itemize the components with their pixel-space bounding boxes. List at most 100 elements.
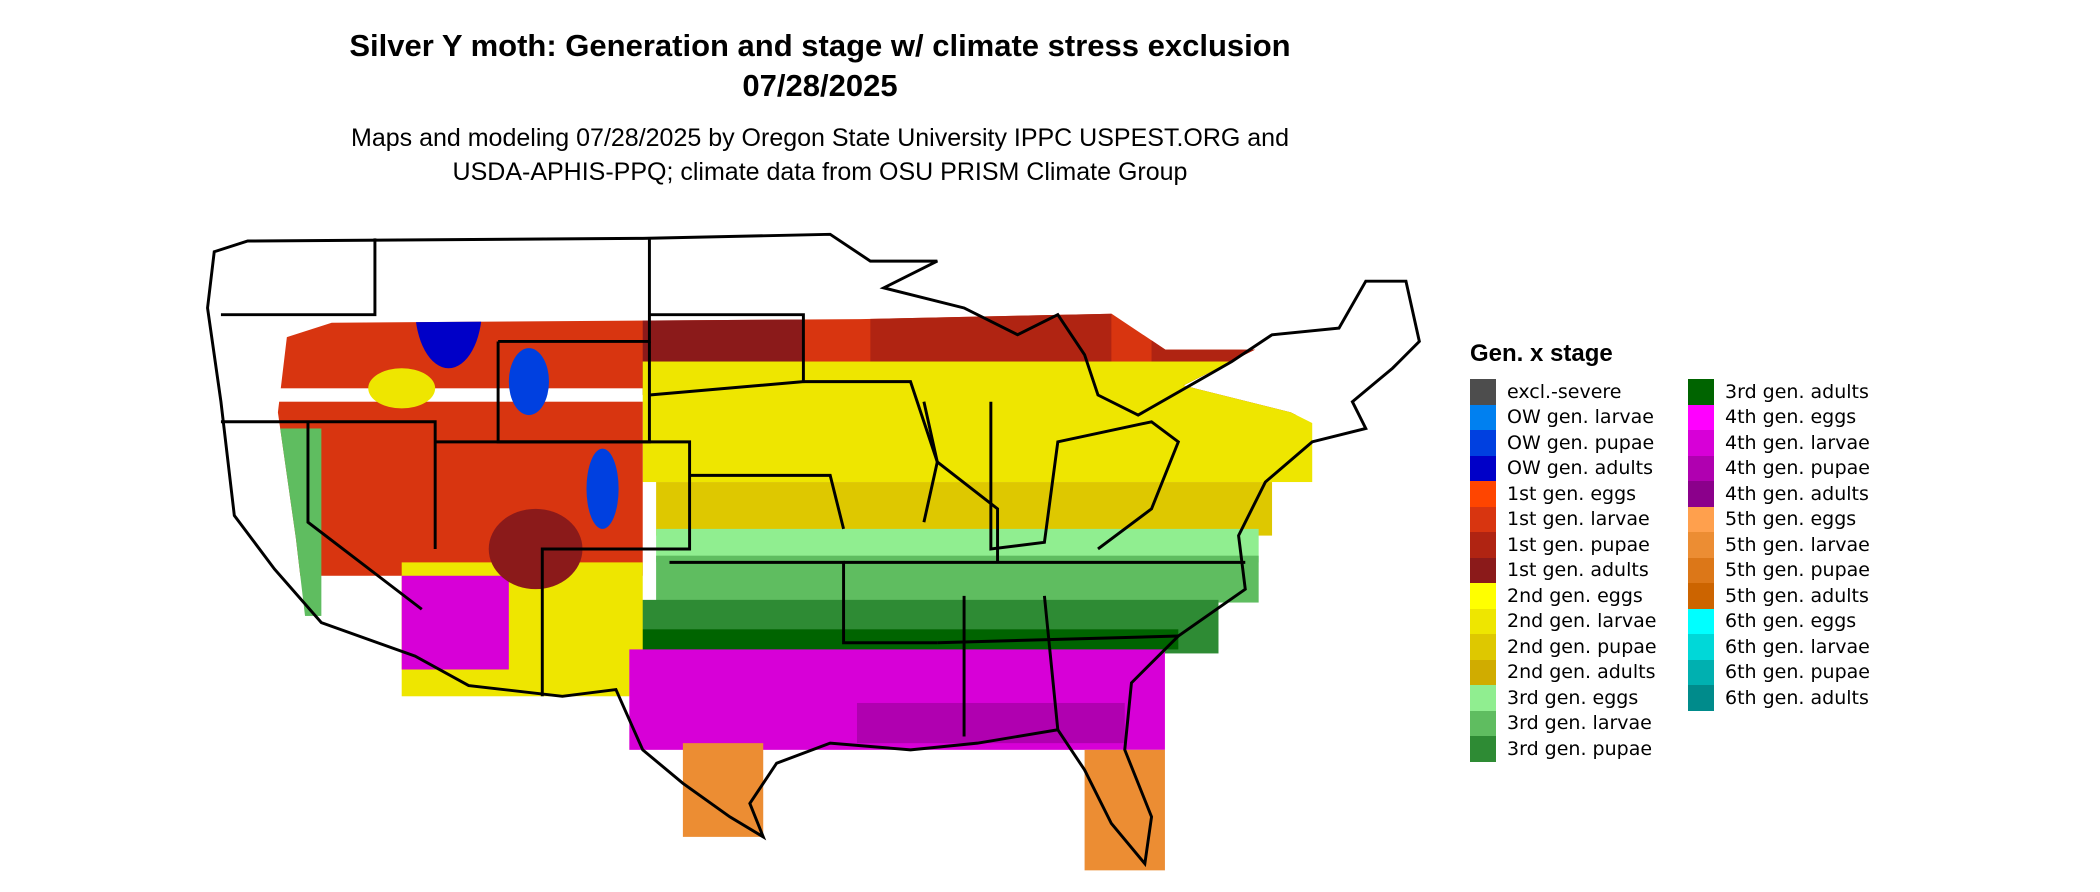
legend-label: 2nd gen. adults <box>1507 661 1656 684</box>
legend-item: 4th gen. eggs <box>1688 404 1857 430</box>
legend-swatch <box>1470 430 1496 456</box>
region-nm-adults <box>488 508 583 590</box>
legend-item: 2nd gen. larvae <box>1470 608 1657 634</box>
region-az-magenta <box>401 575 509 670</box>
legend-item: 6th gen. larvae <box>1688 634 1870 660</box>
legend-label: 1st gen. adults <box>1507 559 1649 582</box>
legend-item: 5th gen. eggs <box>1688 506 1857 532</box>
legend-item: 2nd gen. eggs <box>1470 583 1643 609</box>
legend-swatch <box>1470 736 1496 762</box>
legend-item: 6th gen. adults <box>1688 685 1869 711</box>
legend-item: 5th gen. adults <box>1688 583 1869 609</box>
legend-swatch <box>1470 634 1496 660</box>
legend-label: 3rd gen. adults <box>1725 380 1869 403</box>
region-tx-orange <box>682 743 764 837</box>
region-2nd-gen-pupae <box>656 482 1273 536</box>
legend-label: OW gen. larvae <box>1507 406 1654 429</box>
legend-label: 5th gen. eggs <box>1725 508 1857 531</box>
legend-swatch <box>1470 455 1496 481</box>
legend-item: 4th gen. pupae <box>1688 455 1870 481</box>
legend-title: Gen. x stage <box>1470 340 1613 367</box>
legend-swatch <box>1688 532 1714 558</box>
legend-label: 6th gen. adults <box>1725 686 1869 709</box>
legend-item: 4th gen. larvae <box>1688 430 1870 456</box>
legend-item: OW gen. adults <box>1470 455 1654 481</box>
region-fl-orange <box>1084 749 1165 871</box>
legend-label: excl.-severe <box>1507 380 1622 403</box>
legend-swatch <box>1470 583 1496 609</box>
legend-swatch <box>1688 455 1714 481</box>
legend-item: 1st gen. larvae <box>1470 506 1650 532</box>
region-id-yellow <box>368 368 436 409</box>
legend-item: 1st gen. adults <box>1470 557 1649 583</box>
legend-item: 3rd gen. adults <box>1688 379 1869 405</box>
subtitle-line-1: Maps and modeling 07/28/2025 by Oregon S… <box>351 124 1289 152</box>
legend-swatch <box>1470 532 1496 558</box>
legend-swatch <box>1470 506 1496 532</box>
region-4th-gen-pupae <box>856 702 1125 744</box>
region-ow-co <box>586 448 619 529</box>
legend-label: 4th gen. pupae <box>1725 457 1870 480</box>
legend-swatch <box>1470 481 1496 507</box>
legend-label: 2nd gen. larvae <box>1507 610 1657 633</box>
legend-label: 1st gen. pupae <box>1507 533 1650 556</box>
legend-label: 1st gen. larvae <box>1507 508 1650 531</box>
legend-swatch <box>1688 404 1714 430</box>
legend-item: 6th gen. eggs <box>1688 608 1857 634</box>
region-wa-yellow <box>301 272 368 304</box>
legend-swatch <box>1688 379 1714 405</box>
legend-item: excl.-severe <box>1470 379 1622 405</box>
region-ca-green <box>277 428 322 616</box>
region-ow-wa <box>277 313 308 315</box>
legend-item: 6th gen. pupae <box>1688 659 1870 685</box>
legend-label: OW gen. adults <box>1507 457 1654 480</box>
legend-swatch <box>1688 685 1714 711</box>
legend-label: 6th gen. larvae <box>1725 635 1870 658</box>
legend-swatch <box>1470 608 1496 634</box>
legend-item: 3rd gen. pupae <box>1470 736 1652 762</box>
legend-item: 2nd gen. pupae <box>1470 634 1657 660</box>
legend-swatch <box>1688 608 1714 634</box>
legend-label: 6th gen. eggs <box>1725 610 1857 633</box>
legend-label: 6th gen. pupae <box>1725 661 1870 684</box>
legend-swatch <box>1470 404 1496 430</box>
legend-swatch <box>1470 710 1496 736</box>
legend-swatch <box>1470 379 1496 405</box>
legend-label: 4th gen. larvae <box>1725 431 1870 454</box>
subtitle-line-2: USDA-APHIS-PPQ; climate data from OSU PR… <box>452 158 1188 186</box>
legend-label: 3rd gen. larvae <box>1507 712 1652 735</box>
state-borders <box>206 232 1421 868</box>
legend-swatch <box>1688 583 1714 609</box>
chart-title: Silver Y moth: Generation and stage w/ c… <box>349 28 1291 63</box>
legend-label: 5th gen. adults <box>1725 584 1869 607</box>
legend-label: 2nd gen. pupae <box>1507 635 1657 658</box>
region-ow-id <box>415 313 483 369</box>
legend-label: 4th gen. eggs <box>1725 406 1857 429</box>
legend-item: OW gen. pupae <box>1470 430 1654 456</box>
legend-item: 2nd gen. adults <box>1470 659 1656 685</box>
legend-label: 5th gen. larvae <box>1725 533 1870 556</box>
region-ow-wy <box>508 348 549 416</box>
legend-item: 3rd gen. eggs <box>1470 685 1638 711</box>
legend-label: 5th gen. pupae <box>1725 559 1870 582</box>
legend-label: 3rd gen. eggs <box>1507 686 1639 709</box>
legend-label: 3rd gen. pupae <box>1507 737 1653 760</box>
legend-item: 1st gen. pupae <box>1470 532 1650 558</box>
legend-label: 1st gen. eggs <box>1507 482 1637 505</box>
legend-item: 5th gen. larvae <box>1688 532 1870 558</box>
legend-swatch <box>1470 557 1496 583</box>
legend-label: 2nd gen. eggs <box>1507 584 1643 607</box>
legend-item: OW gen. larvae <box>1470 404 1654 430</box>
legend-item: 3rd gen. larvae <box>1470 710 1652 736</box>
legend-swatch <box>1470 685 1496 711</box>
legend-swatch <box>1688 557 1714 583</box>
legend-swatch <box>1470 659 1496 685</box>
legend-item: 4th gen. adults <box>1688 481 1869 507</box>
region-2nd-gen-larvae <box>642 361 1313 483</box>
legend-item: 1st gen. eggs <box>1470 481 1636 507</box>
legend-swatch <box>1688 430 1714 456</box>
legend-label: OW gen. pupae <box>1507 431 1655 454</box>
legend-label: 4th gen. adults <box>1725 482 1869 505</box>
legend-item: 5th gen. pupae <box>1688 557 1870 583</box>
